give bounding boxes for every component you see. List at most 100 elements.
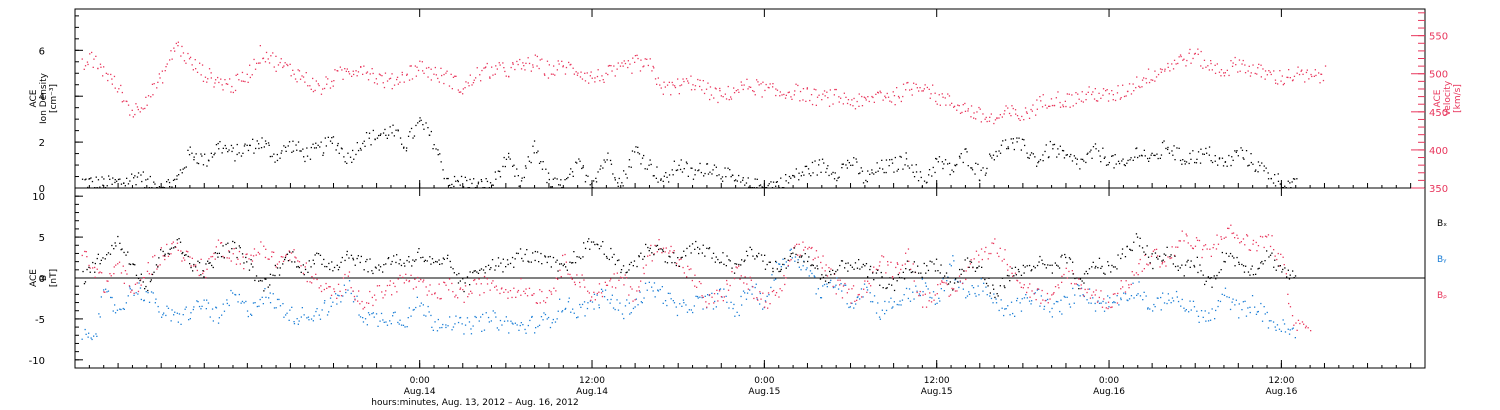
density-point [614, 179, 616, 181]
density-point [455, 180, 457, 182]
bx-point [88, 266, 90, 268]
bz-point [94, 266, 96, 269]
bz-point [820, 261, 822, 264]
velocity-point [1205, 66, 1207, 68]
velocity-point [742, 88, 744, 91]
velocity-point [275, 70, 277, 72]
density-point [287, 145, 289, 147]
velocity-point [244, 80, 246, 83]
density-point [306, 155, 309, 157]
velocity-point [1035, 114, 1037, 116]
bx-point [712, 252, 715, 254]
by-point [542, 319, 544, 321]
by-point [123, 308, 125, 310]
bx-point [795, 253, 797, 256]
bz-point [1171, 246, 1173, 248]
bx-point [243, 262, 245, 264]
density-point [869, 173, 871, 175]
velocity-point [1171, 63, 1173, 65]
density-point [938, 156, 941, 158]
bz-point [802, 241, 804, 243]
bx-point [636, 265, 638, 268]
velocity-point [646, 58, 648, 60]
velocity-point [189, 56, 192, 58]
bx-point [1207, 276, 1209, 278]
bz-point [434, 293, 436, 295]
density-point [561, 187, 563, 189]
bx-point [675, 264, 677, 267]
bz-point [653, 253, 655, 255]
velocity-point [174, 50, 176, 52]
density-point [355, 153, 357, 156]
by-point [1197, 315, 1200, 317]
bz-point [1150, 255, 1153, 257]
density-point [704, 172, 706, 175]
by-point [508, 332, 510, 334]
bx-point [482, 269, 485, 271]
by-point [768, 294, 770, 296]
density-point [758, 185, 761, 187]
by-point [568, 297, 570, 299]
bz-point [705, 301, 707, 303]
by-point [1105, 302, 1107, 304]
density-point [108, 175, 110, 177]
density-point [595, 181, 598, 183]
by-point [798, 266, 800, 268]
density-point [405, 150, 408, 152]
density-point [745, 182, 748, 184]
velocity-point [1164, 70, 1166, 72]
bz-point [1297, 319, 1300, 321]
velocity-point [1014, 109, 1017, 111]
velocity-point [651, 70, 653, 72]
by-point [616, 299, 618, 301]
by-point [1116, 295, 1118, 297]
density-point [356, 142, 358, 144]
velocity-point [1322, 79, 1325, 82]
density-point [650, 163, 652, 166]
bz-point [454, 296, 456, 298]
bx-point [660, 248, 662, 250]
by-point [1080, 287, 1083, 289]
density-point [391, 132, 393, 134]
by-point [1207, 320, 1210, 322]
velocity-point [591, 77, 593, 79]
bz-point [316, 278, 318, 281]
velocity-point [880, 92, 882, 94]
bz-point [89, 267, 91, 269]
bz-point [623, 284, 625, 286]
velocity-point [135, 103, 137, 105]
velocity-point [247, 81, 249, 83]
density-point [256, 140, 258, 142]
velocity-point [543, 73, 546, 75]
bx-point [1103, 272, 1105, 274]
bx-point [906, 260, 909, 262]
density-point [151, 187, 153, 189]
by-point [383, 321, 385, 323]
density-point [297, 141, 300, 143]
bz-point [879, 261, 881, 263]
velocity-point [383, 86, 386, 89]
velocity-point [267, 58, 269, 60]
bx-point [1190, 260, 1192, 262]
density-point [329, 140, 332, 142]
bz-point [425, 286, 427, 288]
velocity-point [584, 72, 586, 74]
bx-point [996, 293, 998, 295]
by-point [410, 315, 412, 317]
bz-point [765, 301, 767, 303]
by-point [241, 300, 244, 303]
bz-point [1271, 235, 1273, 237]
velocity-point [949, 104, 951, 106]
bz-point [513, 287, 515, 289]
bz-point [878, 265, 881, 267]
by-point [866, 286, 868, 288]
bz-point [821, 267, 823, 269]
density-point [111, 183, 113, 185]
bx-point [477, 272, 480, 274]
by-point [1263, 306, 1265, 308]
by-point [835, 284, 837, 286]
bx-point [346, 254, 348, 256]
bz-point [444, 282, 446, 284]
velocity-point [1041, 106, 1044, 108]
by-point [1257, 310, 1259, 313]
